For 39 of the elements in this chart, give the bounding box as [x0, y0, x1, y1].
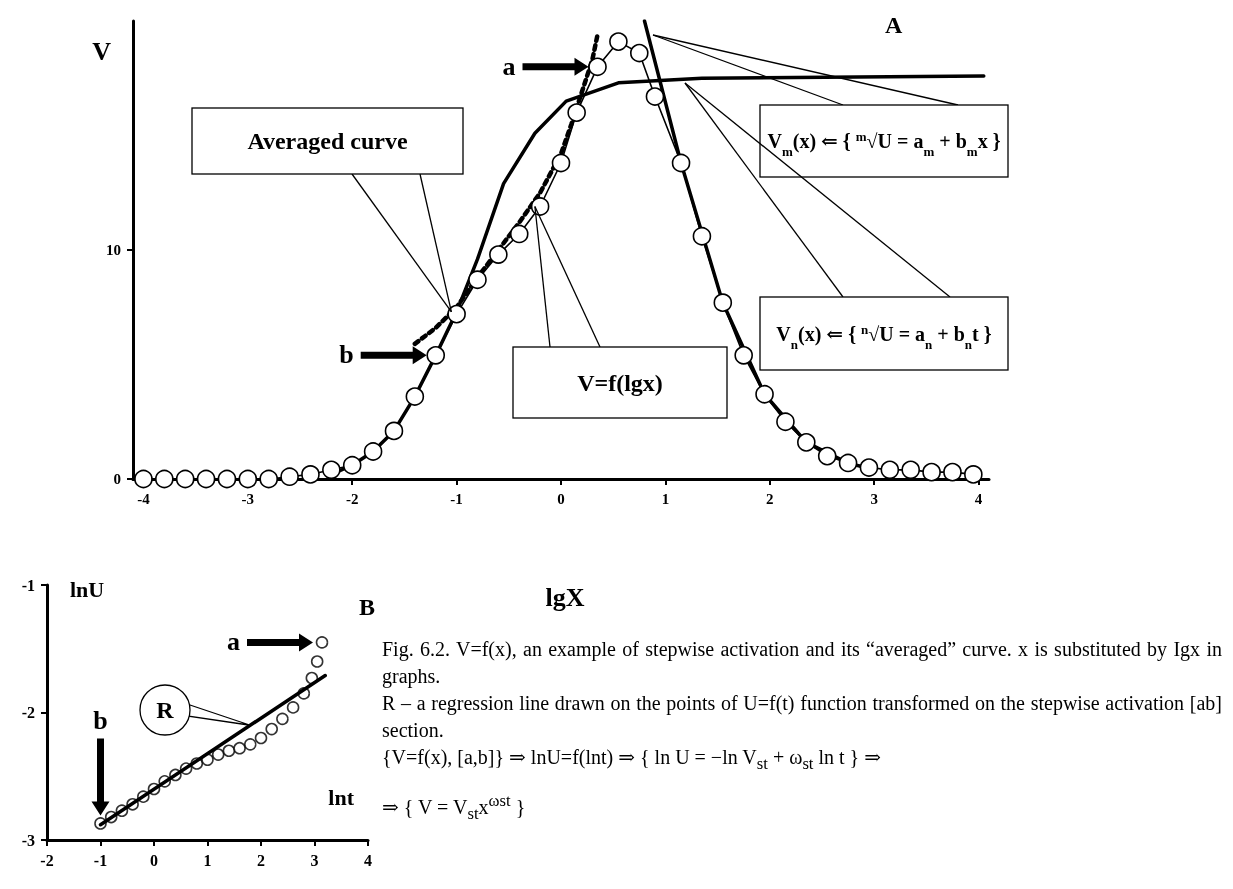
annotation: Averaged curve: [247, 128, 408, 155]
x-tick-label: 2: [257, 851, 265, 869]
x-tick-label: 4: [974, 490, 983, 507]
text: R – a regression line drawn on the points of U=f(t) function transformed on the stepwise activation [ab] section.: [382, 691, 1222, 743]
x-tick-label: -2: [40, 851, 54, 869]
x-tick-label: 0: [557, 490, 565, 507]
y-tick-label: -1: [21, 576, 35, 594]
x-tick-label: 4: [364, 851, 372, 869]
y-axis-title: V: [92, 36, 112, 66]
x-tick-label: 0: [150, 851, 158, 869]
y-axis-title: lnU: [70, 576, 105, 602]
x-tick-label: -1: [450, 490, 463, 507]
annotation: V=f(lgx): [577, 369, 663, 396]
chart-title: A: [885, 12, 903, 38]
annotation: b: [339, 340, 354, 370]
text: V$_{m}$(x) ⇐ { $^{m}$√U = a$_{m}$ + b$_{m}$x }: [767, 128, 1001, 159]
x-tick-label: -4: [137, 490, 151, 507]
x-tick-label: -2: [345, 490, 359, 507]
annotation: R: [156, 697, 175, 723]
y-tick-label: 10: [106, 242, 121, 258]
x-tick-label: -1: [93, 851, 108, 869]
text: V$_{n}$(x) ⇐ { $^{n}$√U = a$_{n}$ + b$_{n}$t }: [776, 321, 992, 351]
caption: Fig. 6.2. V=f(x), an example of stepwise activation and its “averaged” curve. x is substituted by Igx in graphs.: [382, 637, 1222, 690]
x-tick-label: 1: [661, 490, 670, 507]
text: ⇒ { V = V$_{st}$x$^{ωst}$ }: [382, 790, 527, 825]
x-axis-title: lgX: [545, 582, 585, 612]
chart-title: B: [359, 594, 376, 620]
x-tick-label: 2: [766, 490, 774, 507]
x-tick-label: -3: [241, 490, 255, 507]
x-tick-label: 1: [203, 851, 212, 869]
y-tick-label: -3: [21, 831, 35, 849]
annotation: a: [227, 627, 240, 657]
y-tick-label: -2: [21, 704, 35, 721]
annotation: a: [502, 51, 516, 81]
x-tick-label: 3: [310, 851, 319, 869]
annotation: b: [93, 706, 108, 736]
x-tick-label: 3: [870, 490, 878, 507]
text: {V=f(x), [a,b]} ⇒ lnU=f(lnt) ⇒ { ln U = −ln V$_{st}$ + ω$_{st}$ ln t } ⇒: [382, 745, 882, 775]
x-axis-title: lnt: [328, 784, 355, 810]
